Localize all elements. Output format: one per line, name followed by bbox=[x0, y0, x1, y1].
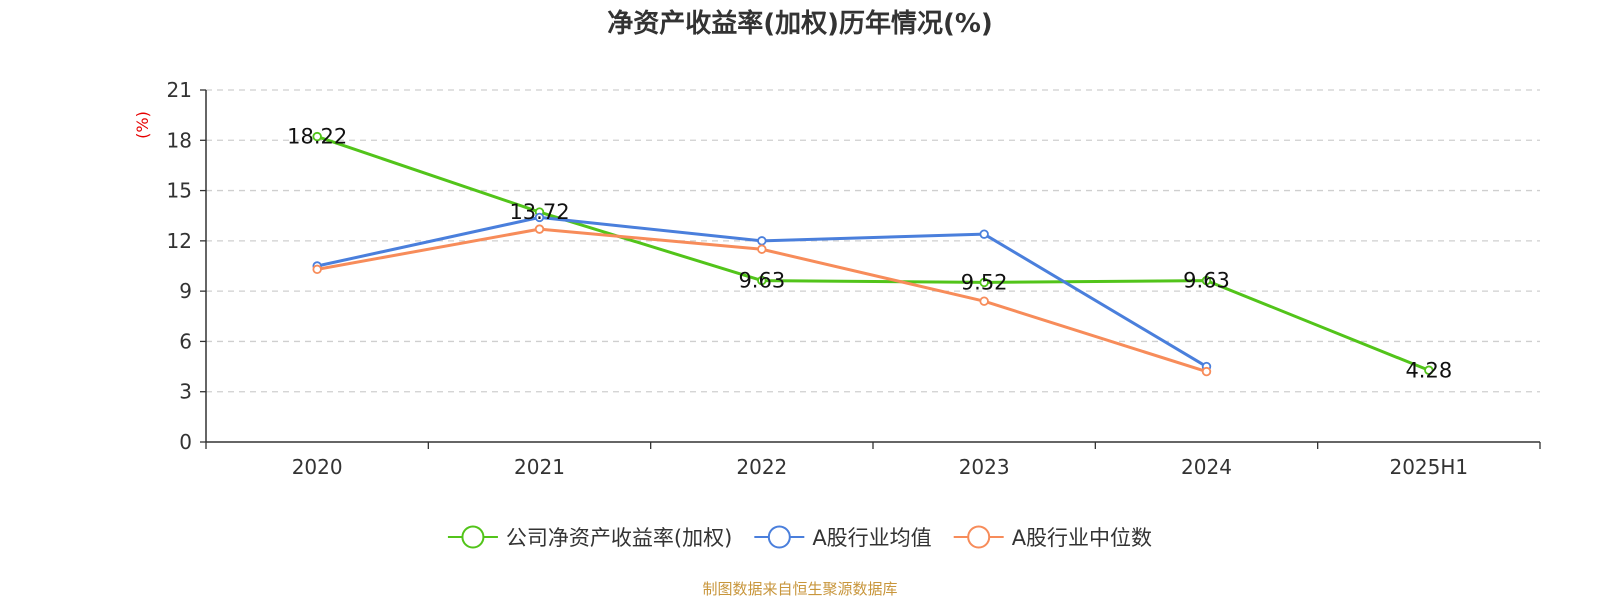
y-tick-label-18: 18 bbox=[167, 128, 192, 152]
series-line-0 bbox=[316, 135, 1430, 372]
series-0-point-2020[interactable] bbox=[312, 131, 322, 142]
legend-item-1[interactable]: A股行业均值 bbox=[754, 525, 932, 550]
y-axis-label: (%) bbox=[133, 111, 152, 139]
series-2-point-2022[interactable] bbox=[757, 244, 767, 254]
data-label-2024: 9.63 bbox=[1183, 269, 1230, 293]
series-group bbox=[312, 131, 1434, 377]
legend-label-1: A股行业均值 bbox=[812, 526, 931, 550]
y-tick-label-6: 6 bbox=[179, 329, 192, 353]
legend[interactable]: 公司净资产收益率(加权) A股行业均值 A股行业中位数 bbox=[447, 525, 1152, 550]
x-tick-label-2024: 2024 bbox=[1181, 455, 1232, 479]
y-tick-label-0: 0 bbox=[179, 430, 192, 454]
legend-label-2: A股行业中位数 bbox=[1012, 526, 1152, 550]
y-tick-label-15: 15 bbox=[167, 179, 192, 203]
series-0-point-2025H1[interactable] bbox=[1424, 365, 1434, 375]
x-tick-label-2021: 2021 bbox=[514, 455, 565, 479]
series-0-point-2024[interactable] bbox=[1201, 275, 1212, 286]
legend-marker-1 bbox=[767, 525, 791, 549]
y-tick-label-21: 21 bbox=[167, 78, 192, 102]
grid-lines bbox=[206, 89, 1540, 393]
legend-item-0[interactable]: 公司净资产收益率(加权) bbox=[447, 525, 732, 550]
x-tick-label-2023: 2023 bbox=[959, 455, 1010, 479]
axes: 0 3 6 9 12 15 18 21 2020 2021 2022 2023 2024 2025H1 bbox=[167, 78, 1541, 479]
data-label-2023: 9.52 bbox=[961, 270, 1008, 294]
series-1-point-2021[interactable] bbox=[534, 212, 545, 223]
data-label-2025H1: 4.28 bbox=[1405, 358, 1452, 382]
data-label-2022: 9.63 bbox=[738, 269, 785, 293]
series-1-point-2022[interactable] bbox=[757, 236, 767, 246]
series-1-point-2023[interactable] bbox=[979, 229, 989, 239]
series-2-point-2024[interactable] bbox=[1201, 366, 1212, 377]
legend-marker-2 bbox=[967, 525, 991, 549]
series-2-point-2020[interactable] bbox=[312, 264, 322, 275]
series-2-point-2023[interactable] bbox=[979, 296, 989, 306]
data-label-2021: 13.72 bbox=[509, 200, 569, 224]
chart-title: 净资产收益率(加权)历年情况(%) bbox=[607, 8, 993, 39]
x-tick-label-2022: 2022 bbox=[736, 455, 787, 479]
legend-item-2[interactable]: A股行业中位数 bbox=[953, 525, 1152, 550]
legend-marker-0 bbox=[461, 525, 485, 549]
series-0-point-2022[interactable] bbox=[757, 275, 767, 286]
series-0-point-2023[interactable] bbox=[979, 277, 989, 288]
x-tick-label-2020: 2020 bbox=[292, 455, 343, 479]
source-note: 制图数据来自恒生聚源数据库 bbox=[702, 580, 897, 598]
data-labels: 18.22 13.72 9.63 9.52 9.63 4.28 bbox=[287, 125, 1452, 383]
data-label-2020: 18.22 bbox=[287, 125, 347, 149]
legend-label-0: 公司净资产收益率(加权) bbox=[506, 526, 732, 550]
y-tick-label-3: 3 bbox=[179, 380, 192, 404]
series-2-point-2021[interactable] bbox=[534, 224, 545, 234]
y-tick-label-9: 9 bbox=[179, 279, 192, 303]
y-tick-label-12: 12 bbox=[167, 229, 192, 253]
x-tick-label-2025H1: 2025H1 bbox=[1389, 455, 1468, 479]
